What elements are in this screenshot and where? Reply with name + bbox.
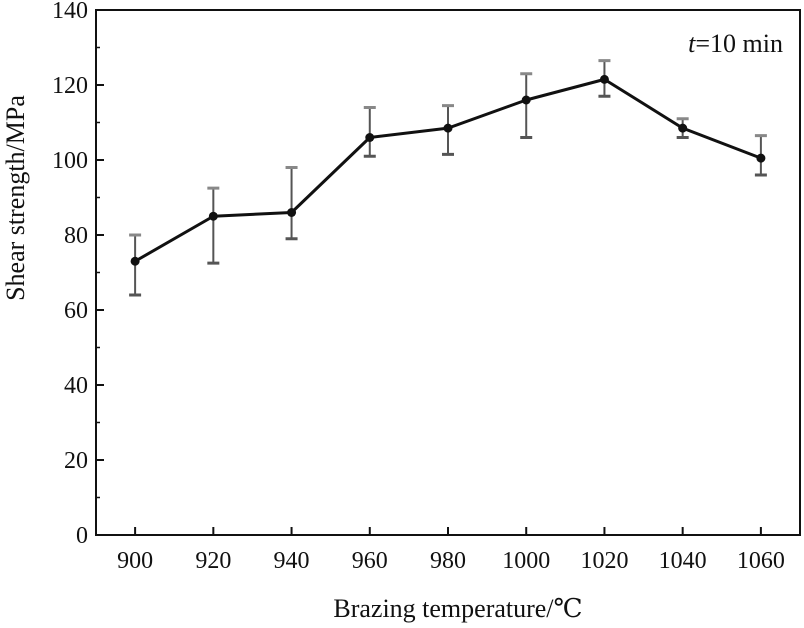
data-point (756, 153, 766, 163)
y-axis-ticks: 0 20 40 60 80 100 120 140 (52, 0, 104, 549)
annotation-text: t=10 min (688, 29, 783, 58)
annotation-rest: =10 min (695, 29, 783, 58)
data-point (208, 211, 218, 221)
x-tick-label: 1040 (659, 548, 707, 574)
x-tick-label: 900 (117, 548, 153, 574)
x-axis-title: Brazing temperature/℃ (333, 594, 582, 623)
annotation-italic: t (688, 29, 696, 58)
x-axis-ticks: 900 920 940 960 980 1000 1020 1040 1060 (117, 527, 785, 574)
data-point (599, 74, 609, 84)
data-point (287, 208, 297, 217)
y-tick-label: 120 (52, 73, 88, 99)
plot-border (95, 9, 801, 536)
y-tick-label: 140 (52, 0, 88, 24)
x-tick-label: 1060 (737, 548, 785, 574)
x-tick-label: 1020 (580, 548, 628, 574)
y-tick-label: 100 (52, 148, 88, 174)
data-points (130, 74, 766, 266)
y-tick-label: 80 (64, 223, 88, 249)
data-point (521, 95, 531, 105)
x-tick-label: 940 (274, 548, 310, 574)
y-axis-title: Shear strength/MPa (1, 95, 30, 301)
x-tick-label: 980 (430, 548, 466, 574)
data-point (678, 123, 688, 133)
y-tick-label: 0 (76, 523, 88, 549)
data-point (130, 256, 140, 266)
error-bars (129, 59, 767, 297)
y-tick-label: 40 (64, 373, 88, 399)
x-tick-label: 960 (352, 548, 388, 574)
data-point (443, 123, 453, 133)
data-point (365, 133, 375, 142)
x-tick-label: 1000 (502, 548, 550, 574)
y-tick-label: 20 (64, 448, 88, 474)
y-tick-label: 60 (64, 298, 88, 324)
plot-frame (95, 9, 801, 536)
x-tick-label: 920 (195, 548, 231, 574)
